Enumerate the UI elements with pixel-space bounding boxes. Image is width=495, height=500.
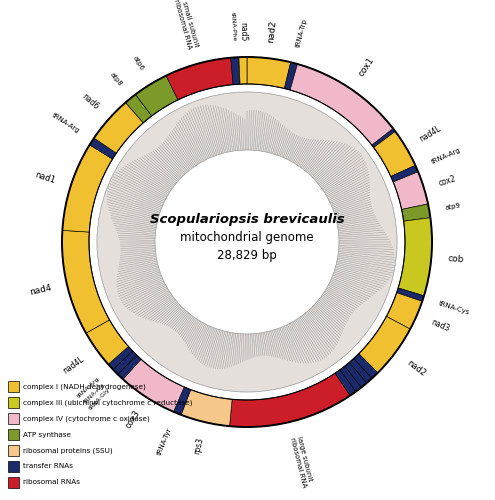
Text: cox2: cox2: [438, 174, 457, 188]
Text: nad2: nad2: [266, 20, 278, 43]
Wedge shape: [231, 57, 240, 84]
Text: tRNA-Cys: tRNA-Cys: [438, 300, 470, 316]
Text: cox3: cox3: [124, 408, 142, 430]
Wedge shape: [90, 138, 116, 159]
Text: tRNA-Tyr: tRNA-Tyr: [157, 427, 173, 456]
Wedge shape: [398, 218, 432, 296]
Wedge shape: [62, 145, 112, 232]
Wedge shape: [166, 58, 233, 100]
Bar: [8, 413, 19, 424]
Wedge shape: [374, 132, 415, 176]
Text: nad5: nad5: [239, 22, 248, 41]
Wedge shape: [62, 230, 109, 333]
Text: 28,829 bp: 28,829 bp: [217, 250, 277, 262]
Wedge shape: [335, 370, 356, 396]
Bar: [8, 477, 19, 488]
Wedge shape: [284, 62, 297, 90]
Wedge shape: [97, 92, 397, 392]
Wedge shape: [391, 166, 418, 182]
Bar: [8, 429, 19, 440]
Wedge shape: [174, 387, 191, 415]
Wedge shape: [94, 102, 143, 153]
Text: mitochondrial genome: mitochondrial genome: [180, 232, 314, 244]
Text: tRNA-Arg: tRNA-Arg: [76, 376, 100, 399]
Text: tRNA-Trp: tRNA-Trp: [296, 18, 309, 48]
Text: nad1: nad1: [34, 170, 57, 186]
Wedge shape: [118, 355, 141, 379]
Text: atp6: atp6: [132, 55, 145, 72]
Text: tRNA-Ala: tRNA-Ala: [83, 382, 106, 404]
Text: ATP synthase: ATP synthase: [23, 432, 71, 438]
Text: nad4L: nad4L: [418, 124, 443, 144]
Wedge shape: [136, 76, 178, 116]
Text: nad3: nad3: [430, 318, 451, 334]
Wedge shape: [181, 390, 232, 426]
Bar: [8, 397, 19, 408]
Wedge shape: [372, 128, 396, 148]
Text: tRNA-Arg: tRNA-Arg: [50, 112, 80, 134]
Text: nad6: nad6: [80, 92, 100, 112]
Wedge shape: [86, 320, 129, 364]
Text: complex I (NADH dehydrogenase): complex I (NADH dehydrogenase): [23, 383, 146, 390]
Bar: [8, 381, 19, 392]
Text: tRNA-Phe: tRNA-Phe: [230, 12, 237, 42]
Bar: [8, 445, 19, 456]
Wedge shape: [108, 346, 133, 370]
Text: nad4L: nad4L: [61, 354, 86, 376]
Wedge shape: [396, 288, 424, 302]
Wedge shape: [393, 172, 428, 209]
Wedge shape: [230, 373, 350, 427]
Wedge shape: [247, 57, 291, 88]
Text: atp8: atp8: [108, 72, 123, 88]
Wedge shape: [239, 57, 247, 84]
Text: cox1: cox1: [356, 56, 376, 78]
Wedge shape: [387, 292, 422, 329]
Text: complex III (ubichinol cytochrome c reductase): complex III (ubichinol cytochrome c redu…: [23, 399, 193, 406]
Text: nad4: nad4: [28, 282, 52, 296]
Wedge shape: [340, 366, 361, 392]
Wedge shape: [349, 358, 372, 383]
Wedge shape: [401, 204, 430, 221]
Text: tRNA-Arg: tRNA-Arg: [430, 147, 462, 165]
Text: ribosomal proteins (SSU): ribosomal proteins (SSU): [23, 447, 113, 454]
Text: Scopulariopsis brevicaulis: Scopulariopsis brevicaulis: [149, 214, 345, 226]
Text: atp9: atp9: [445, 202, 461, 211]
Text: large subunit
ribosomal RNA: large subunit ribosomal RNA: [290, 436, 314, 488]
Text: tRNA-Gly: tRNA-Gly: [88, 387, 111, 411]
Text: ribosomal RNAs: ribosomal RNAs: [23, 480, 80, 486]
Wedge shape: [359, 316, 410, 373]
Wedge shape: [123, 359, 184, 412]
Text: nad2: nad2: [405, 358, 428, 378]
Wedge shape: [113, 351, 137, 374]
Bar: [8, 461, 19, 472]
Wedge shape: [290, 64, 393, 145]
Text: small subunit
ribosomal RNA: small subunit ribosomal RNA: [173, 0, 199, 50]
Wedge shape: [126, 94, 152, 123]
Wedge shape: [345, 362, 367, 388]
Text: cob: cob: [447, 254, 464, 264]
Text: complex IV (cytochrome c oxidase): complex IV (cytochrome c oxidase): [23, 415, 150, 422]
Wedge shape: [354, 354, 378, 378]
Text: rps3: rps3: [193, 436, 205, 455]
Text: transfer RNAs: transfer RNAs: [23, 464, 73, 469]
